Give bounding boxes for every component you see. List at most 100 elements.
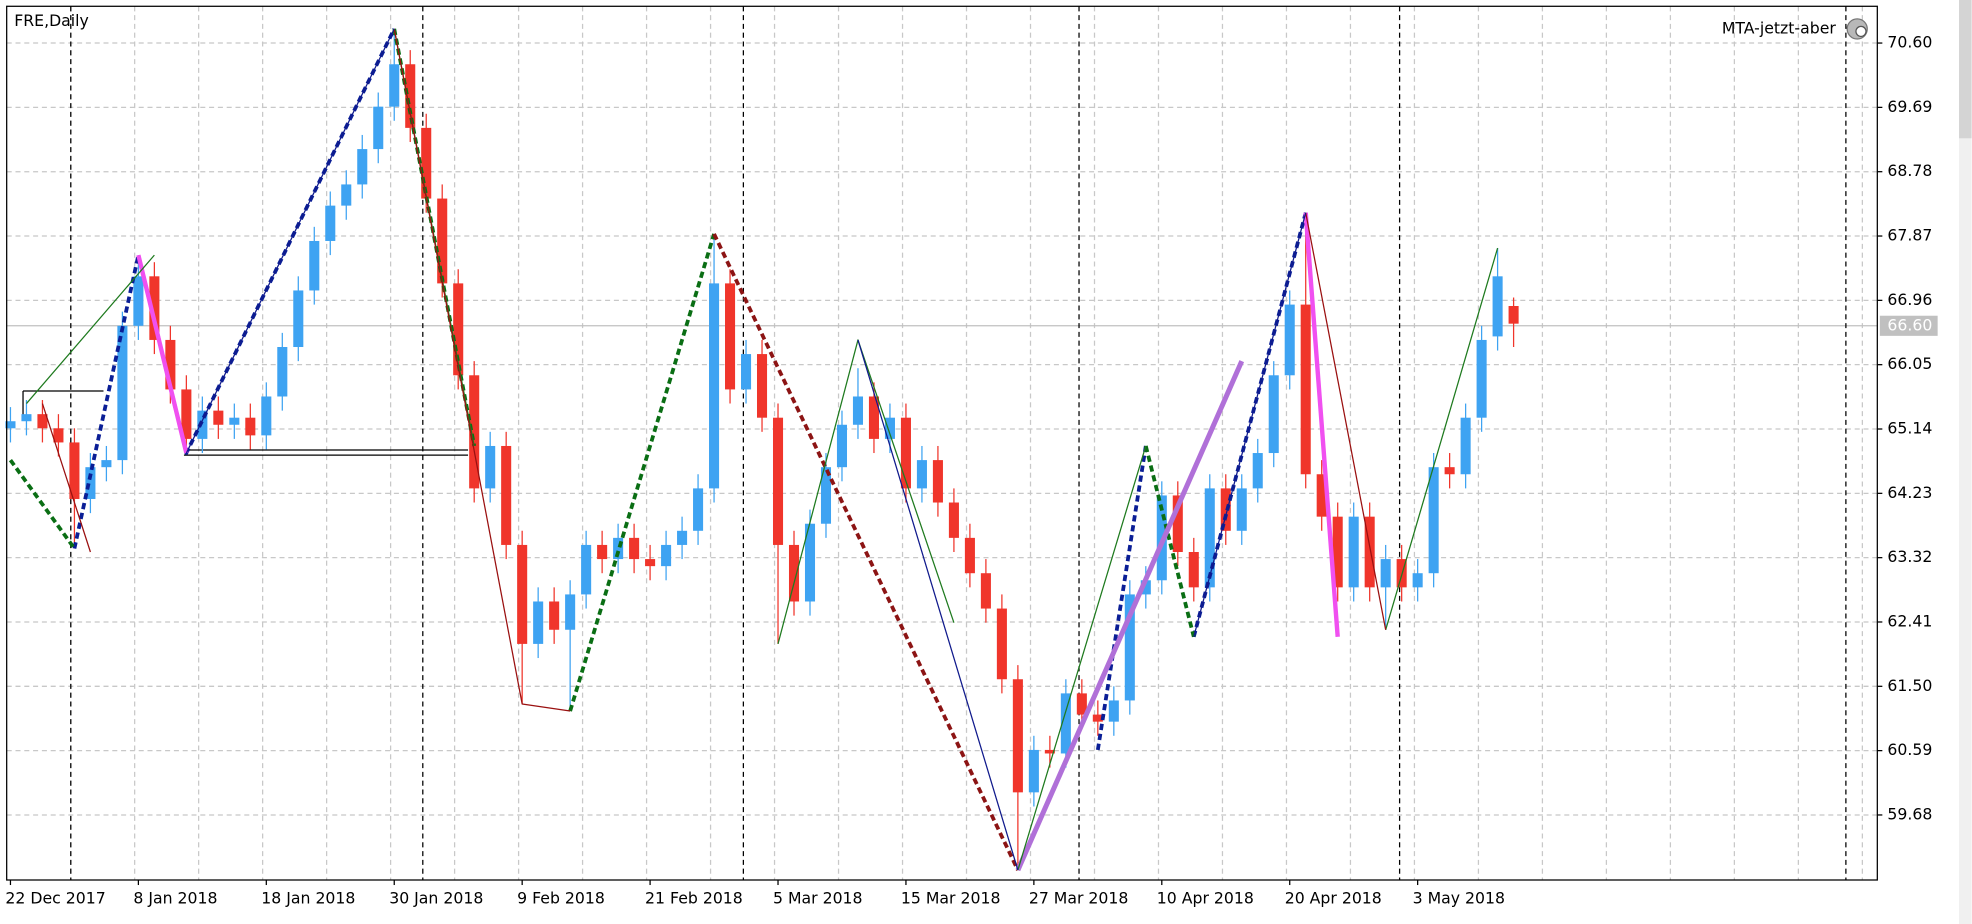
candle-body — [293, 290, 304, 348]
candle-body — [996, 608, 1007, 680]
candle-body — [69, 442, 80, 499]
plot-border — [6, 5, 1878, 881]
candle-body — [581, 544, 592, 595]
candle-body — [117, 325, 128, 461]
candle-body — [549, 601, 560, 630]
indicator-lines — [8, 28, 1499, 872]
grid — [6, 6, 1878, 880]
y-tick-label: 66.96 — [1887, 290, 1932, 309]
x-tick-label: 10 Apr 2018 — [1157, 888, 1254, 907]
candle-body — [597, 544, 608, 560]
candle-body — [1140, 580, 1151, 595]
candle-body — [389, 64, 400, 107]
window-edge — [1959, 0, 1972, 924]
candle-body — [1236, 488, 1247, 531]
candle-body — [341, 184, 352, 206]
candle-body — [213, 410, 224, 425]
y-tick-label: 64.23 — [1887, 483, 1932, 502]
candle-body — [836, 424, 848, 468]
candle-body — [565, 594, 576, 630]
y-tick-label: 62.41 — [1887, 611, 1932, 630]
candle-body — [421, 127, 432, 199]
candle-body — [1124, 594, 1135, 701]
candle-body — [868, 396, 879, 439]
x-tick-label: 9 Feb 2018 — [517, 888, 605, 907]
y-tick-label: 69.69 — [1887, 97, 1932, 116]
candle-body — [852, 396, 864, 425]
candle-body — [1444, 467, 1455, 475]
x-tick-label: 22 Dec 2017 — [5, 888, 105, 907]
y-tick-label: 61.50 — [1887, 676, 1932, 695]
candle-body — [181, 389, 192, 439]
candle-body — [1108, 700, 1119, 722]
axes: 59.68 60.59 61.50 62.41 63.32 64.23 65.14 66.05… — [5, 33, 1938, 907]
y-tick-label: 65.14 — [1887, 419, 1932, 438]
x-tick-label: 18 Jan 2018 — [261, 888, 355, 907]
current-price-label: 66.60 — [1887, 315, 1932, 334]
candle-body — [485, 445, 496, 489]
y-tick-label: 60.59 — [1887, 740, 1932, 759]
y-tick-label: 63.32 — [1887, 547, 1932, 566]
candle-body — [469, 375, 480, 489]
candle-body — [197, 410, 208, 439]
candle-body — [964, 537, 975, 574]
candle-body — [916, 460, 927, 489]
chart-title: FRE,Daily — [14, 11, 89, 30]
candle-body — [900, 417, 911, 489]
candle-body — [5, 421, 16, 429]
candles — [5, 28, 1519, 871]
candle-body — [1076, 693, 1087, 715]
expert-icon — [1846, 18, 1868, 40]
candle-body — [1284, 304, 1295, 376]
candle-body — [245, 417, 256, 436]
candle-body — [1492, 276, 1503, 337]
candle-body — [725, 283, 736, 390]
candle-body — [1412, 573, 1423, 588]
x-tick-label: 30 Jan 2018 — [389, 888, 483, 907]
current-price-box — [1879, 315, 1938, 336]
y-tick-label: 66.05 — [1887, 354, 1932, 373]
candle-body — [1028, 749, 1039, 793]
y-tick-label: 59.68 — [1887, 804, 1932, 823]
candle-body — [1188, 552, 1199, 588]
candle-body — [756, 354, 768, 418]
x-tick-label: 5 Mar 2018 — [773, 888, 863, 907]
y-tick-label: 67.87 — [1887, 226, 1932, 245]
candle-body — [677, 530, 688, 545]
candle-body — [357, 149, 368, 185]
x-tick-label: 21 Feb 2018 — [645, 888, 743, 907]
indicator-line — [136, 212, 1340, 637]
candle-body — [1460, 417, 1471, 475]
candle-body — [1252, 453, 1263, 489]
indicator-line — [185, 28, 1307, 871]
candle-body — [1012, 679, 1023, 793]
candle-body — [53, 428, 64, 443]
candle-body — [165, 339, 176, 390]
scrollbar — [1959, 0, 1972, 139]
candle-body — [693, 488, 704, 531]
candle-body — [709, 283, 720, 489]
candle-body — [772, 417, 784, 545]
indicator-line — [1015, 360, 1245, 872]
candle-body — [948, 502, 959, 538]
candle-body — [133, 276, 144, 326]
y-tick-label: 68.78 — [1887, 161, 1932, 180]
candle-body — [261, 396, 272, 436]
candle-body — [229, 417, 240, 425]
candle-body — [1316, 474, 1327, 517]
candle-body — [788, 544, 800, 602]
x-tick-label: 20 Apr 2018 — [1285, 888, 1382, 907]
candle-body — [1060, 693, 1071, 754]
x-tick-label: 8 Jan 2018 — [133, 888, 217, 907]
candle-body — [1380, 559, 1391, 588]
candle-body — [1428, 467, 1439, 574]
candle-body — [453, 283, 464, 376]
candle-body — [437, 198, 448, 284]
candle-body — [1300, 304, 1311, 475]
candle-body — [37, 414, 48, 429]
candle-body — [980, 573, 991, 609]
candle-body — [325, 205, 336, 241]
